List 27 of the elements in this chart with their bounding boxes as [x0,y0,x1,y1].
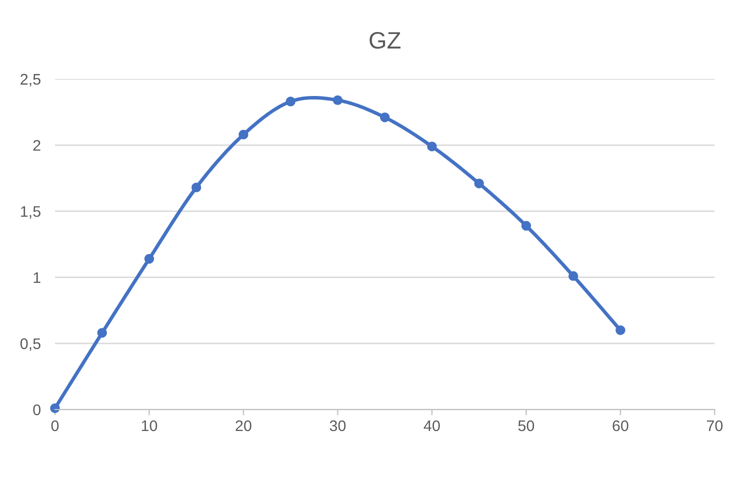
point [521,220,532,231]
x-tick-label: 0 [51,420,59,432]
y-tick-label: 2 [33,140,40,151]
y-tick-label: 2,5 [20,74,40,87]
y-tick-label: 1 [34,272,40,283]
point [144,254,154,264]
x-tick-label: 20 [236,420,252,432]
point [616,325,626,336]
point [191,182,202,192]
point [474,178,484,188]
x-tick-label: 10 [142,420,158,432]
y-tick-label: 0 [33,404,40,416]
y-tick-label: 0,5 [20,338,40,351]
x-tick-label: 60 [612,420,628,432]
chart-title: GZ [370,32,400,49]
x-tick-label: 50 [518,420,534,432]
point [380,112,390,122]
point [97,328,107,338]
point [427,142,437,152]
point [238,130,248,140]
x-tick-label: 70 [706,420,723,432]
x-tick-label: 40 [424,420,440,432]
x-tick-label: 30 [330,420,346,432]
y-tick-label: 1,5 [21,206,40,219]
point [568,271,578,281]
point [286,96,296,106]
point [332,95,343,106]
